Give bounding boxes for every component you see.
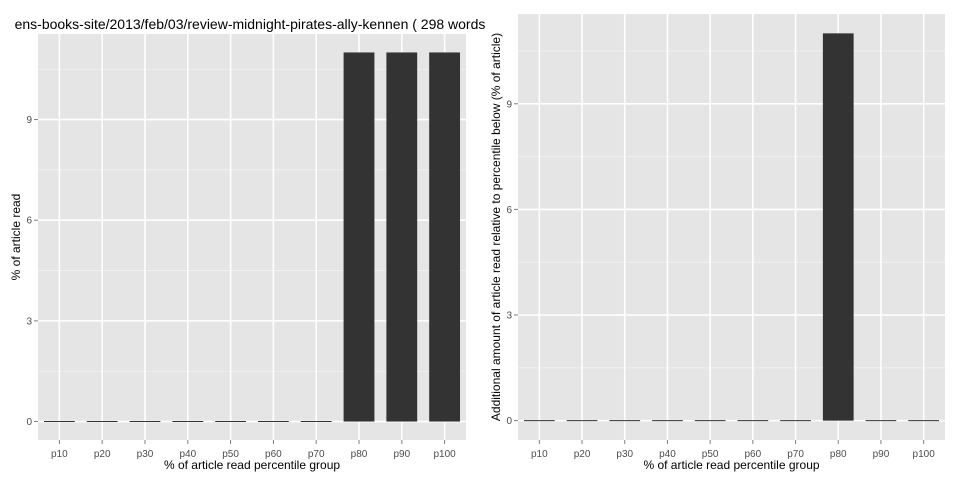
x-tick-label: p100 bbox=[433, 449, 456, 460]
left-chart: 0 3 6 9 p10 p20 p30 p40 p50 p60 p70 p80 p90 p100 % o… bbox=[9, 34, 466, 472]
left-y-axis-title: % of article read bbox=[9, 194, 23, 281]
bar-p80 bbox=[343, 52, 375, 422]
y-tick-label: 0 bbox=[26, 417, 32, 428]
x-tick-label: p90 bbox=[873, 449, 890, 460]
right-plot-background bbox=[518, 14, 945, 440]
right-y-axis-title: Additional amount of article read relati… bbox=[489, 33, 503, 421]
left-bars bbox=[43, 52, 461, 423]
bar-p90 bbox=[386, 52, 418, 422]
x-tick-label: p10 bbox=[51, 449, 68, 460]
x-tick-label: p50 bbox=[702, 449, 719, 460]
x-tick-label: p30 bbox=[616, 449, 633, 460]
x-tick-label: p50 bbox=[222, 449, 239, 460]
y-tick-label: 6 bbox=[506, 205, 512, 216]
left-y-ticks: 0 3 6 9 bbox=[26, 115, 38, 428]
right-y-ticks: 0 3 6 9 bbox=[506, 99, 518, 427]
x-tick-label: p30 bbox=[137, 449, 154, 460]
y-tick-label: 9 bbox=[26, 115, 32, 126]
bar-p80 bbox=[822, 33, 854, 421]
y-tick-label: 3 bbox=[506, 311, 512, 322]
right-x-axis-title: % of article read percentile group bbox=[643, 458, 819, 472]
x-tick-label: p60 bbox=[265, 449, 282, 460]
left-x-axis-title: % of article read percentile group bbox=[164, 458, 340, 472]
x-tick-label: p40 bbox=[179, 449, 196, 460]
bar-p100 bbox=[429, 52, 461, 422]
x-tick-label: p20 bbox=[574, 449, 591, 460]
x-tick-label: p20 bbox=[94, 449, 111, 460]
right-x-ticks: p10 p20 p30 p40 p50 p60 p70 p80 p90 p100 bbox=[531, 440, 935, 460]
left-gridlines bbox=[38, 34, 466, 440]
x-tick-label: p40 bbox=[659, 449, 676, 460]
x-tick-label: p90 bbox=[393, 449, 410, 460]
x-tick-label: p80 bbox=[351, 449, 368, 460]
y-tick-label: 3 bbox=[26, 316, 32, 327]
right-bars bbox=[523, 33, 940, 422]
chart-title: ens-books-site/2013/feb/03/review-midnig… bbox=[15, 16, 486, 32]
right-chart: 0 3 6 9 p10 p20 p30 p40 p50 p60 p70 p80 p90 p100 % o… bbox=[489, 14, 945, 472]
x-tick-label: p100 bbox=[913, 449, 936, 460]
y-tick-label: 0 bbox=[506, 416, 512, 427]
y-tick-label: 9 bbox=[506, 99, 512, 110]
x-tick-label: p10 bbox=[531, 449, 548, 460]
y-tick-label: 6 bbox=[26, 216, 32, 227]
x-tick-label: p70 bbox=[308, 449, 325, 460]
x-tick-label: p60 bbox=[745, 449, 762, 460]
x-tick-label: p70 bbox=[787, 449, 804, 460]
left-x-ticks: p10 p20 p30 p40 p50 p60 p70 p80 p90 p100 bbox=[51, 440, 456, 460]
x-tick-label: p80 bbox=[830, 449, 847, 460]
